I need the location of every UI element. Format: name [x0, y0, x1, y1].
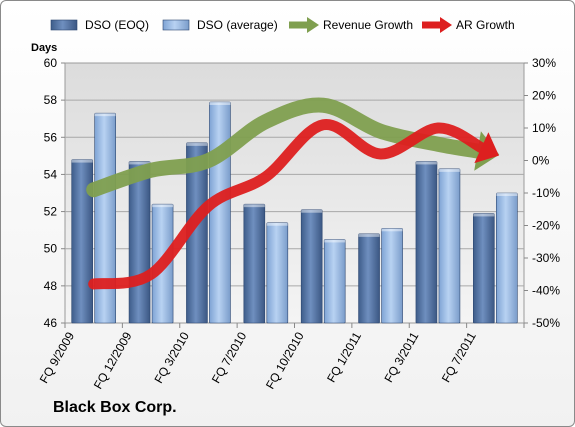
bar-highlight	[186, 142, 208, 146]
legend-label: DSO (EOQ)	[85, 18, 149, 32]
x-tick-label: FQ 12/2009	[91, 329, 135, 391]
bar-dso-eoq	[415, 161, 438, 324]
bar-highlight	[71, 159, 93, 163]
y2-tick-label: 10%	[532, 121, 556, 135]
y-tick-label: 46	[44, 316, 58, 330]
legend-arrow	[440, 17, 452, 33]
y2-tick-label: 0%	[532, 154, 550, 168]
y-tick-label: 56	[44, 130, 58, 144]
bar-highlight	[415, 161, 437, 165]
bar-highlight	[94, 113, 116, 117]
legend-item-dso-average: DSO (average)	[162, 18, 278, 32]
x-tick-label: FQ 7/2011	[439, 329, 479, 385]
bar-highlight	[438, 168, 460, 172]
bar-dso-average	[381, 227, 403, 324]
y2-tick-label: -10%	[532, 186, 560, 200]
bar-dso-eoq	[71, 159, 93, 324]
y2-tick-label: -50%	[532, 316, 560, 330]
x-tick-label: FQ 3/2010	[152, 329, 193, 385]
x-tick-label: FQ 7/2010	[209, 329, 250, 385]
bar-dso-average	[496, 192, 518, 324]
x-tick-label: FQ 9/2009	[37, 329, 78, 385]
x-tick-label: FQ 10/2010	[263, 329, 307, 391]
x-tick-label: FQ 3/2011	[381, 329, 421, 385]
bar-dso-average	[266, 222, 289, 324]
line-revenue-growth	[86, 97, 486, 198]
legend-arrow	[307, 17, 319, 33]
arrowhead-ar-growth	[474, 132, 499, 164]
y2-tick-label: 20%	[532, 89, 556, 103]
y-tick-label: 54	[44, 167, 58, 181]
y-tick-label: 48	[44, 279, 58, 293]
y-tick-label: 60	[44, 56, 58, 70]
bar-highlight	[129, 161, 151, 165]
bar-highlight	[266, 222, 288, 226]
y2-tick-label: -40%	[532, 284, 560, 298]
bar-dso-eoq	[473, 213, 495, 324]
line-ar-growth	[88, 119, 487, 290]
legend: DSO (EOQ) DSO (average) Revenue Growth AR G…	[50, 17, 515, 33]
bar-dso-average	[209, 101, 231, 324]
x-axis-ticks: FQ 9/2009 FQ 12/2009 FQ 3/2010 FQ 7/2010 FQ …	[37, 323, 525, 391]
legend-item-revenue-growth: Revenue Growth	[289, 17, 413, 33]
legend-swatch	[50, 19, 78, 31]
legend-item-dso-eoq: DSO (EOQ)	[50, 18, 149, 32]
bar-highlight	[324, 239, 346, 243]
bar-dso-average	[94, 112, 116, 324]
legend-item-ar-growth: AR Growth	[422, 17, 515, 33]
y2-tick-label: -30%	[532, 251, 560, 265]
bar-dso-average	[438, 168, 461, 324]
bar-highlight	[152, 204, 174, 208]
bar-dso-eoq	[243, 203, 266, 324]
y-tick-label: 58	[44, 93, 58, 107]
bar-dso-eoq	[300, 209, 323, 324]
y2-axis-ticks: -50% -40% -30% -20% -10% 0% 10% 20% 30%	[524, 56, 560, 330]
legend-swatch	[162, 19, 190, 31]
y-tick-label: 52	[44, 205, 58, 219]
x-tick-label: FQ 1/2011	[324, 329, 364, 385]
bar-dso-average	[323, 239, 346, 324]
bar-dso-eoq	[358, 233, 380, 324]
legend-label: Revenue Growth	[323, 18, 413, 32]
series-ar-growth	[88, 119, 499, 290]
bar-highlight	[473, 213, 495, 217]
bar-highlight	[381, 228, 403, 232]
y2-tick-label: 30%	[532, 56, 556, 70]
company-name: Black Box Corp.	[53, 399, 177, 416]
bars	[71, 101, 518, 324]
bar-highlight	[209, 102, 231, 105]
growth-lines	[86, 97, 500, 290]
y-axis-ticks: 46 48 50 52 54 56 58 60	[44, 56, 65, 330]
legend-label: AR Growth	[456, 18, 515, 32]
bar-dso-eoq	[128, 161, 151, 324]
bar-highlight	[243, 204, 265, 208]
bar-highlight	[301, 209, 323, 213]
bar-highlight	[496, 193, 518, 196]
legend-label: DSO (average)	[197, 18, 278, 32]
bar-highlight	[358, 233, 380, 237]
y2-tick-label: -20%	[532, 219, 560, 233]
y-axis-title: Days	[31, 42, 57, 54]
y-tick-label: 50	[44, 242, 58, 256]
